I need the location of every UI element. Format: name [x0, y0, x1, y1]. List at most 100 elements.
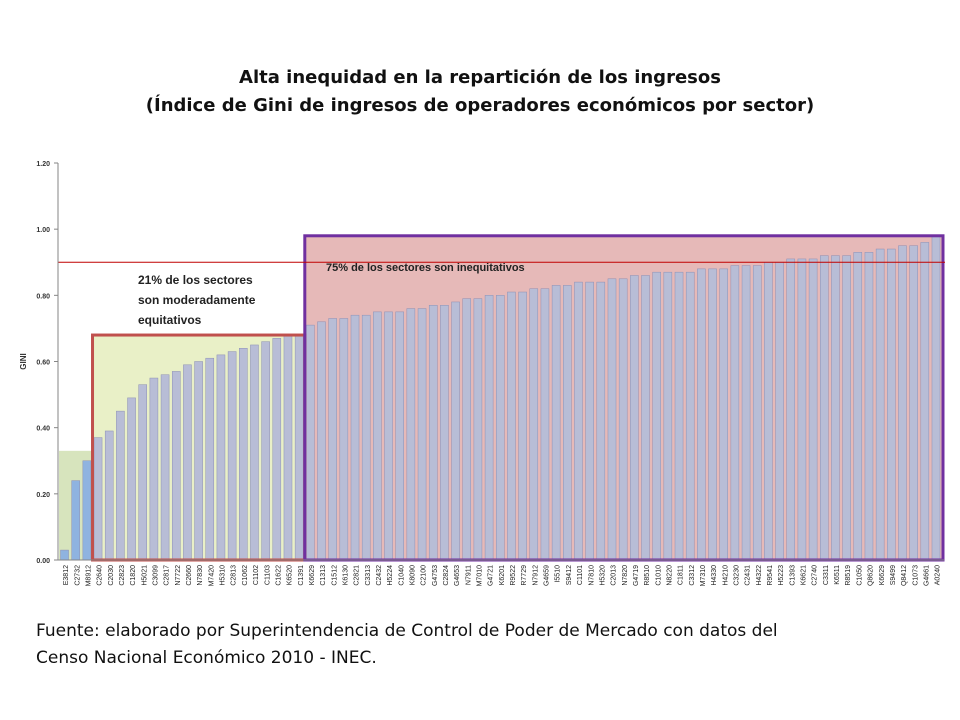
- bar-C2640: [93, 437, 103, 561]
- source-line1: Fuente: elaborado por Superintendencia d…: [36, 621, 778, 641]
- bar-C2100: [417, 308, 427, 561]
- x-tick-label: C1050: [856, 565, 863, 586]
- bar-Q8412: [898, 245, 907, 561]
- bar-K6201: [495, 295, 505, 561]
- x-tick-label: K6621: [801, 565, 808, 585]
- x-tick-label: I5510: [555, 565, 562, 583]
- bar-H5310: [216, 354, 226, 561]
- x-tick-label: C2431: [745, 565, 752, 586]
- bar-G4719: [630, 275, 639, 561]
- x-tick-label: C1391: [298, 565, 305, 586]
- x-tick-label: K6629: [879, 565, 886, 585]
- y-tick-label: 0.60: [36, 360, 50, 367]
- x-tick-label: C1101: [577, 565, 584, 585]
- x-tick-label: N7830: [197, 565, 204, 586]
- bar-E3812: [60, 549, 69, 561]
- x-tick-label: R7729: [521, 565, 528, 586]
- x-tick-label: M8912: [85, 565, 92, 587]
- bar-C3312: [685, 271, 695, 561]
- x-tick-label: N7722: [175, 565, 182, 586]
- bar-K6130: [339, 318, 349, 561]
- gini-bar-chart: 0.00 0.20 0.40 0.60 0.80 1.00 1.20 GINI E3812 C2…: [19, 161, 945, 587]
- bar-C3313: [361, 314, 371, 561]
- x-tick-label: C1313: [320, 565, 327, 586]
- bar-G4753: [428, 305, 438, 561]
- x-tick-label: M7010: [477, 565, 484, 587]
- x-tick-label: G4719: [633, 565, 640, 586]
- bar-G4721: [484, 295, 494, 561]
- x-tick-label: G4721: [488, 565, 495, 586]
- x-tick-label: H4322: [756, 565, 763, 586]
- bar-C1101: [574, 281, 583, 561]
- bar-C2030: [104, 430, 114, 561]
- bar-K6629: [875, 248, 885, 561]
- bar-C2013: [607, 278, 617, 561]
- bar-K6621: [797, 258, 807, 561]
- x-tick-label: N8220: [666, 565, 673, 586]
- x-tick-label: C2740: [812, 565, 819, 586]
- x-tick-label: C2817: [164, 565, 171, 586]
- x-tick-label: C2432: [376, 565, 383, 586]
- x-tick-label: C1512: [331, 565, 338, 586]
- bar-C1313: [317, 321, 326, 561]
- y-tick-label: 0.80: [36, 293, 50, 300]
- bar-C3311: [819, 255, 829, 561]
- x-tick-labels: E3812 C2732 M8912 C2640 C2030 C2823 C1820 H5021…: [63, 565, 941, 587]
- bar-H4210: [719, 268, 728, 561]
- bar-C2813: [227, 351, 237, 561]
- x-tick-label: R9522: [510, 565, 517, 586]
- bar-H5224: [384, 311, 393, 561]
- bar-G4659: [540, 288, 550, 561]
- bar-C1393: [786, 258, 796, 561]
- bar-C2821: [350, 314, 360, 561]
- bar-H4330: [708, 268, 717, 561]
- bar-N8220: [663, 271, 673, 561]
- x-tick-label: N7810: [588, 565, 595, 586]
- bar-R8510: [641, 275, 650, 561]
- x-tick-label: C1820: [130, 565, 137, 586]
- bar-R9541: [764, 262, 773, 561]
- x-tick-label: K8090: [410, 565, 417, 585]
- y-axis: 0.00 0.20 0.40 0.60 0.80 1.00 1.20 GINI: [19, 161, 944, 565]
- x-tick-label: H5223: [778, 565, 785, 586]
- annotation-moderate-line: son moderadamente: [138, 293, 256, 307]
- bar-C1040: [395, 311, 404, 561]
- x-tick-label: K6511: [834, 565, 841, 585]
- bar-C3099: [149, 377, 159, 561]
- x-tick-label: S9412: [566, 565, 573, 585]
- x-tick-label: C2013: [611, 565, 618, 586]
- x-tick-label: C2813: [231, 565, 238, 586]
- bar-K6629: [306, 324, 315, 561]
- x-tick-label: C3312: [689, 565, 696, 586]
- annotations-layer: 21% de los sectores son moderadamente equi…: [138, 262, 525, 327]
- x-tick-label: S9499: [890, 565, 897, 585]
- bar-K6511: [831, 255, 840, 561]
- bar-C2732: [71, 480, 80, 561]
- x-tick-label: H4330: [711, 565, 718, 586]
- x-tick-label: C2100: [421, 565, 428, 586]
- bars-layer: [60, 235, 941, 561]
- bar-C1050: [853, 252, 863, 561]
- x-tick-label: M7420: [208, 565, 215, 587]
- bar-H5021: [138, 384, 148, 561]
- x-tick-label: R8510: [644, 565, 651, 586]
- x-tick-label: R9541: [767, 565, 774, 586]
- bar-S9499: [887, 248, 896, 561]
- bar-H5320: [596, 281, 606, 561]
- x-tick-label: C2823: [119, 565, 126, 586]
- bar-N7722: [171, 371, 181, 561]
- bar-C1512: [328, 318, 337, 561]
- bar-C2823: [116, 410, 125, 561]
- x-tick-label: C3313: [365, 565, 372, 586]
- x-tick-label: C1811: [678, 565, 685, 585]
- x-tick-label: H5310: [220, 565, 227, 586]
- y-tick-label: 0.40: [36, 426, 50, 433]
- bar-M7420: [205, 357, 215, 561]
- x-tick-label: C1102: [253, 565, 260, 585]
- x-tick-label: C1103: [264, 565, 271, 585]
- bar-C2817: [160, 374, 170, 561]
- x-tick-label: K6130: [342, 565, 349, 585]
- bar-C2660: [183, 364, 192, 561]
- x-tick-label: C1393: [789, 565, 796, 586]
- bar-M7310: [697, 268, 706, 561]
